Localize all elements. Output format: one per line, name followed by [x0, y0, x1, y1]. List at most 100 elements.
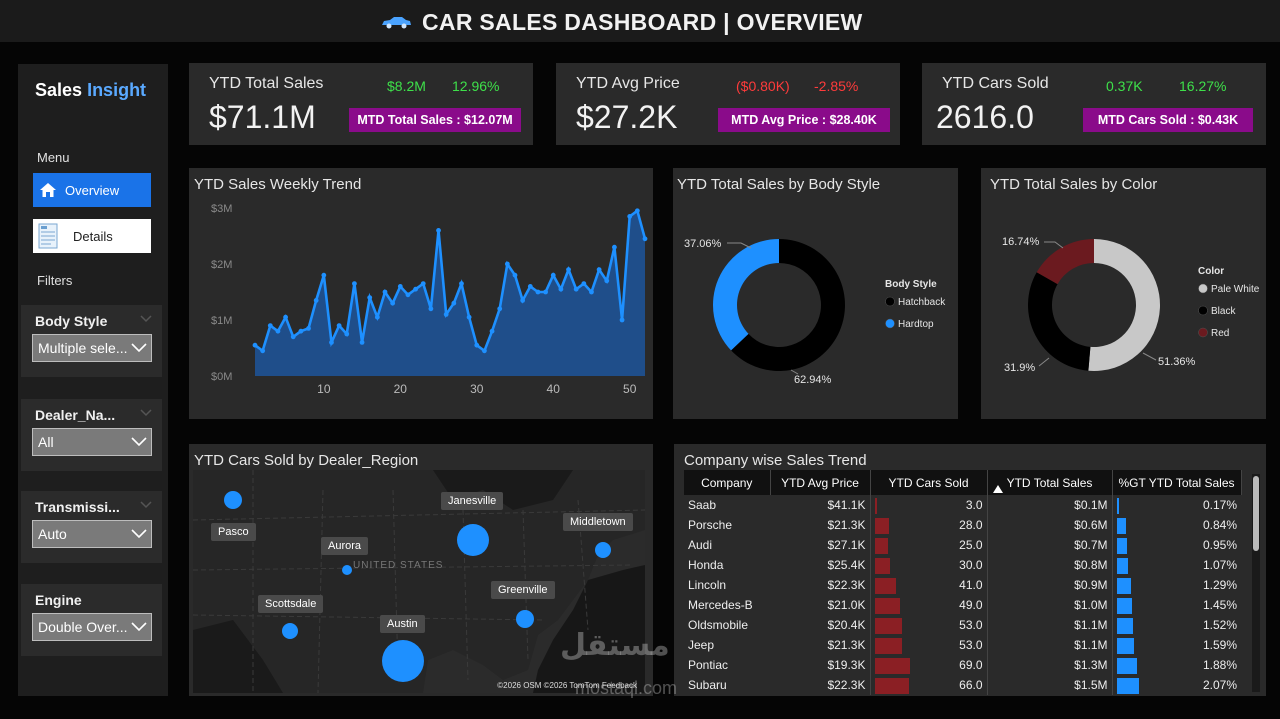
- trend-point[interactable]: [374, 314, 380, 320]
- trend-point[interactable]: [581, 281, 587, 286]
- column-header[interactable]: YTD Avg Price: [770, 470, 871, 495]
- trend-point[interactable]: [558, 286, 564, 292]
- donut-slice[interactable]: [1036, 239, 1094, 285]
- trend-point[interactable]: [290, 334, 296, 340]
- region-bubble[interactable]: [595, 542, 611, 558]
- table-row[interactable]: Honda $25.4K 30.0 $0.8M 1.07%: [684, 555, 1241, 575]
- table-row[interactable]: Subaru $22.3K 66.0 $1.5M 2.07%: [684, 675, 1241, 695]
- column-header[interactable]: YTD Cars Sold: [870, 470, 988, 495]
- trend-point[interactable]: [252, 342, 258, 348]
- column-header[interactable]: %GT YTD Total Sales: [1112, 470, 1242, 495]
- trend-point[interactable]: [459, 281, 464, 286]
- trend-point[interactable]: [604, 278, 610, 284]
- trend-point[interactable]: [329, 340, 334, 345]
- trend-point[interactable]: [642, 236, 648, 242]
- table-row[interactable]: Jeep $21.3K 53.0 $1.1M 1.59%: [684, 635, 1241, 655]
- trend-point[interactable]: [504, 261, 510, 267]
- trend-point[interactable]: [405, 292, 411, 298]
- trend-point[interactable]: [397, 284, 403, 289]
- donut-slice[interactable]: [1028, 272, 1091, 371]
- trend-point[interactable]: [321, 272, 327, 278]
- scrollbar-thumb[interactable]: [1253, 476, 1259, 551]
- trend-point[interactable]: [336, 323, 342, 328]
- trend-point[interactable]: [275, 328, 281, 334]
- trend-point[interactable]: [428, 306, 434, 312]
- trend-point[interactable]: [627, 214, 633, 219]
- chevron-down-icon[interactable]: [140, 315, 152, 323]
- table-row[interactable]: Oldsmobile $20.4K 53.0 $1.1M 1.52%: [684, 615, 1241, 635]
- region-bubble[interactable]: [516, 610, 534, 628]
- trend-point[interactable]: [543, 289, 548, 295]
- column-header[interactable]: Company: [684, 470, 771, 495]
- trend-point[interactable]: [413, 286, 418, 292]
- region-bubble[interactable]: [342, 565, 352, 575]
- trend-point[interactable]: [589, 289, 594, 295]
- table-row[interactable]: Audi $27.1K 25.0 $0.7M 0.95%: [684, 535, 1241, 555]
- trend-point[interactable]: [420, 281, 426, 286]
- region-bubble[interactable]: [282, 623, 298, 639]
- trend-point[interactable]: [390, 300, 396, 306]
- region-bubble[interactable]: [382, 640, 424, 682]
- trend-point[interactable]: [612, 244, 617, 250]
- table-scrollbar[interactable]: [1252, 474, 1260, 692]
- trend-point[interactable]: [489, 328, 495, 334]
- chevron-down-icon[interactable]: [140, 409, 152, 417]
- table-row[interactable]: Lincoln $22.3K 41.0 $0.9M 1.29%: [684, 575, 1241, 595]
- column-header-sorted[interactable]: YTD Total Sales: [987, 470, 1113, 495]
- trend-point[interactable]: [520, 298, 526, 303]
- donut-slice[interactable]: [713, 239, 779, 351]
- trend-point[interactable]: [313, 298, 319, 303]
- legend-marker[interactable]: [885, 318, 895, 329]
- trend-point[interactable]: [634, 208, 640, 214]
- trend-point[interactable]: [619, 317, 625, 323]
- trend-point[interactable]: [298, 328, 304, 334]
- trend-point[interactable]: [550, 272, 556, 278]
- table-row[interactable]: Pontiac $19.3K 69.0 $1.3M 1.88%: [684, 655, 1241, 675]
- legend-item[interactable]: Black: [1211, 306, 1236, 317]
- region-bubble[interactable]: [224, 491, 242, 509]
- trend-point[interactable]: [497, 306, 503, 312]
- transmission-dropdown[interactable]: Auto: [32, 520, 152, 548]
- dealer-name-dropdown[interactable]: All: [32, 428, 152, 456]
- trend-point[interactable]: [596, 267, 602, 272]
- legend-item[interactable]: Hardtop: [898, 319, 934, 330]
- trend-point[interactable]: [474, 342, 480, 348]
- legend-marker[interactable]: [1198, 305, 1208, 316]
- donut-slice[interactable]: [731, 239, 845, 371]
- trend-point[interactable]: [283, 314, 288, 320]
- legend-marker[interactable]: [1198, 283, 1208, 294]
- table-row[interactable]: Saab $41.1K 3.0 $0.1M 0.17%: [684, 495, 1241, 515]
- region-map[interactable]: UNITED STATES Pasco Janesville Middletown A…: [193, 470, 645, 693]
- trend-point[interactable]: [359, 340, 365, 345]
- region-bubble[interactable]: [457, 524, 489, 556]
- legend-marker[interactable]: [1198, 327, 1208, 338]
- trend-point[interactable]: [267, 323, 273, 328]
- trend-point[interactable]: [573, 286, 579, 292]
- trend-point[interactable]: [566, 267, 571, 272]
- legend-item[interactable]: Hatchback: [898, 297, 946, 308]
- trend-point[interactable]: [382, 289, 388, 295]
- trend-point[interactable]: [527, 284, 533, 289]
- trend-point[interactable]: [482, 348, 487, 354]
- trend-point[interactable]: [436, 228, 441, 233]
- donut-slice[interactable]: [1088, 239, 1160, 371]
- engine-dropdown[interactable]: Double Over...: [32, 613, 152, 641]
- chevron-down-icon[interactable]: [140, 501, 152, 509]
- trend-point[interactable]: [443, 312, 449, 317]
- trend-point[interactable]: [535, 289, 541, 295]
- nav-overview-button[interactable]: Overview: [33, 173, 151, 207]
- trend-point[interactable]: [367, 295, 373, 300]
- table-row[interactable]: Porsche $21.3K 28.0 $0.6M 0.84%: [684, 515, 1241, 535]
- trend-point[interactable]: [352, 281, 357, 286]
- table-row[interactable]: Mercedes-B $21.0K 49.0 $1.0M 1.45%: [684, 595, 1241, 615]
- trend-point[interactable]: [466, 314, 472, 320]
- trend-point[interactable]: [451, 300, 457, 306]
- trend-point[interactable]: [260, 348, 266, 354]
- trend-point[interactable]: [512, 272, 518, 278]
- trend-point[interactable]: [306, 326, 311, 331]
- body-style-dropdown[interactable]: Multiple sele...: [32, 334, 152, 362]
- nav-details-button[interactable]: Details: [33, 219, 151, 253]
- legend-marker[interactable]: [885, 296, 895, 307]
- legend-item[interactable]: Pale White: [1211, 284, 1260, 295]
- map-attribution[interactable]: ©2026 OSM ©2026 TomTom Feedback: [497, 681, 637, 690]
